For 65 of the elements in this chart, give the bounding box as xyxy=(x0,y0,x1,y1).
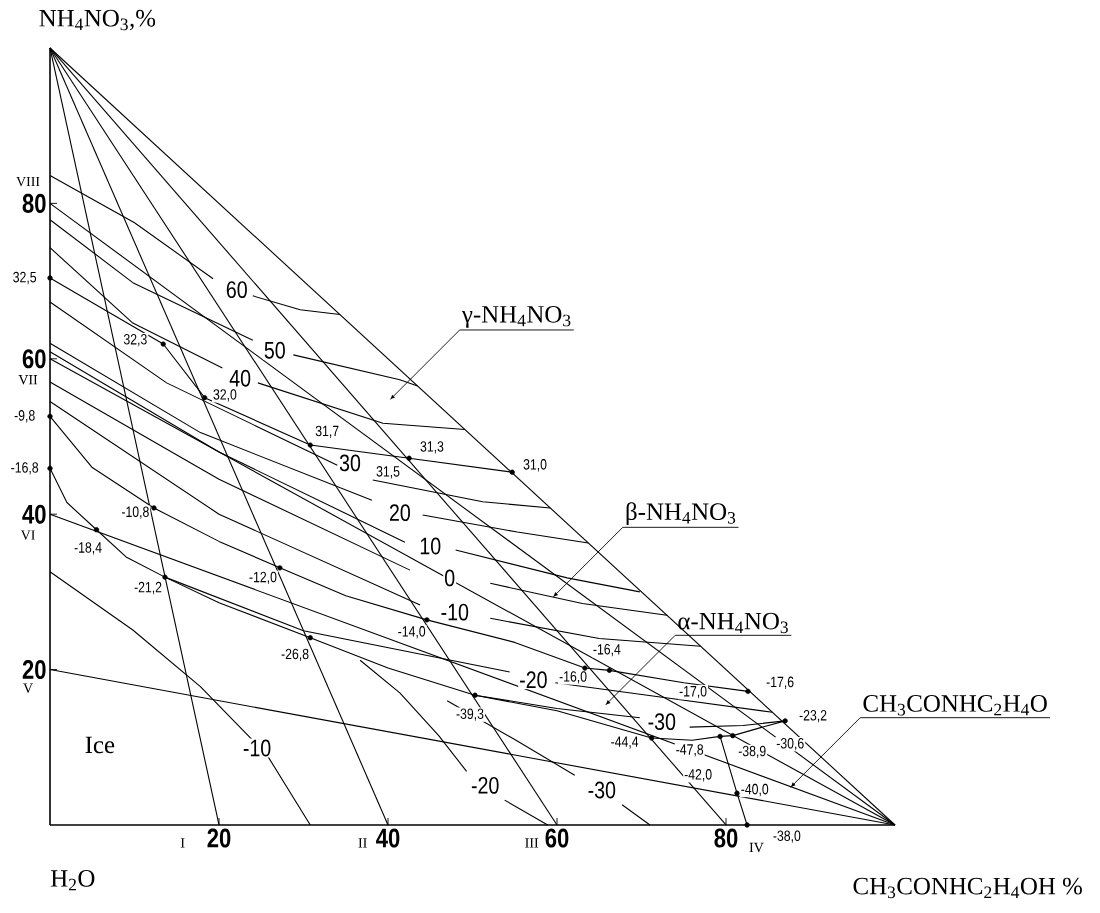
text: III xyxy=(525,838,539,848)
annotation: α-NH$_{4}$NO$_{3}$ xyxy=(678,612,788,634)
annotation: -40,0 xyxy=(741,783,769,797)
annotation: -16,4 xyxy=(593,643,621,657)
y-tick-label: 40 xyxy=(22,504,46,524)
annotation: 60 xyxy=(226,281,247,299)
annotation: 31,5 xyxy=(376,466,400,479)
annotation: β-NH$_{4}$NO$_{3}$ xyxy=(626,502,736,526)
annotation: 40 xyxy=(229,369,251,387)
annotation: -10 xyxy=(243,739,271,757)
annotation: -30,6 xyxy=(776,738,804,751)
annotation: -26,8 xyxy=(281,648,309,661)
text: -38,0 xyxy=(773,830,801,843)
annotation: 32,0 xyxy=(213,389,237,402)
text: IV xyxy=(749,842,764,853)
text: VI xyxy=(20,530,35,540)
annotation: 31,7 xyxy=(315,425,339,438)
annotation: -14,0 xyxy=(398,626,426,639)
annotation: -20 xyxy=(520,671,547,689)
text: II xyxy=(358,838,367,848)
annotation: 31,3 xyxy=(420,441,444,454)
text: -16,8 xyxy=(11,462,39,475)
annotation: -17,0 xyxy=(679,685,707,699)
annotation: -20 xyxy=(471,776,499,794)
text: VIII xyxy=(16,176,40,187)
annotation: -21,2 xyxy=(134,581,162,595)
x-axis-title: CH$_{3}$CONHC$_{2}$H$_{4}$OH % xyxy=(853,877,1082,899)
y-axis-title: NH$_{4}$NO$_{3}$,% xyxy=(39,9,156,31)
y-tick-label: 20 xyxy=(22,660,46,680)
annotation: 30 xyxy=(339,454,361,472)
x-tick-label: 20 xyxy=(207,828,231,848)
annotation: 31,0 xyxy=(523,459,547,472)
annotation: Ice xyxy=(85,736,115,754)
text: V xyxy=(23,683,33,693)
annotation: 20 xyxy=(389,504,410,522)
text: H$_{2}$O xyxy=(50,870,95,891)
annotation: -47,8 xyxy=(676,744,704,757)
annotation: 50 xyxy=(264,341,285,359)
annotation: -10 xyxy=(441,603,469,621)
annotation: -12,0 xyxy=(249,571,277,585)
x-tick-label: 40 xyxy=(376,828,400,848)
annotation: -10,8 xyxy=(121,506,149,519)
annotation: -30 xyxy=(588,781,616,799)
x-tick-label: 60 xyxy=(545,828,569,848)
y-tick-label: 60 xyxy=(22,349,46,369)
annotation: 0 xyxy=(445,569,455,587)
annotation: -42,0 xyxy=(684,769,712,782)
annotation: -39,3 xyxy=(456,708,484,721)
annotation: -17,6 xyxy=(766,676,794,689)
x-tick-label: 80 xyxy=(714,828,738,848)
annotation: -23,2 xyxy=(799,710,827,723)
annotation: γ-NH$_{4}$NO$_{3}$ xyxy=(461,305,571,328)
annotation: 10 xyxy=(420,537,441,555)
annotation: -38,9 xyxy=(738,745,766,759)
text: VII xyxy=(18,375,38,385)
annotation: -30 xyxy=(648,713,676,731)
text: -9,8 xyxy=(14,410,35,423)
annotation: -44,4 xyxy=(611,736,639,749)
y-tick-label: 80 xyxy=(22,193,46,213)
annotation: CH$_{3}$CONHC$_{2}$H$_{4}$O xyxy=(863,695,1047,716)
text: I xyxy=(180,838,185,848)
annotation: -18,4 xyxy=(74,542,102,555)
annotation: -16,0 xyxy=(559,671,587,684)
text: 32,5 xyxy=(13,271,37,285)
annotation: 32,3 xyxy=(123,333,147,347)
